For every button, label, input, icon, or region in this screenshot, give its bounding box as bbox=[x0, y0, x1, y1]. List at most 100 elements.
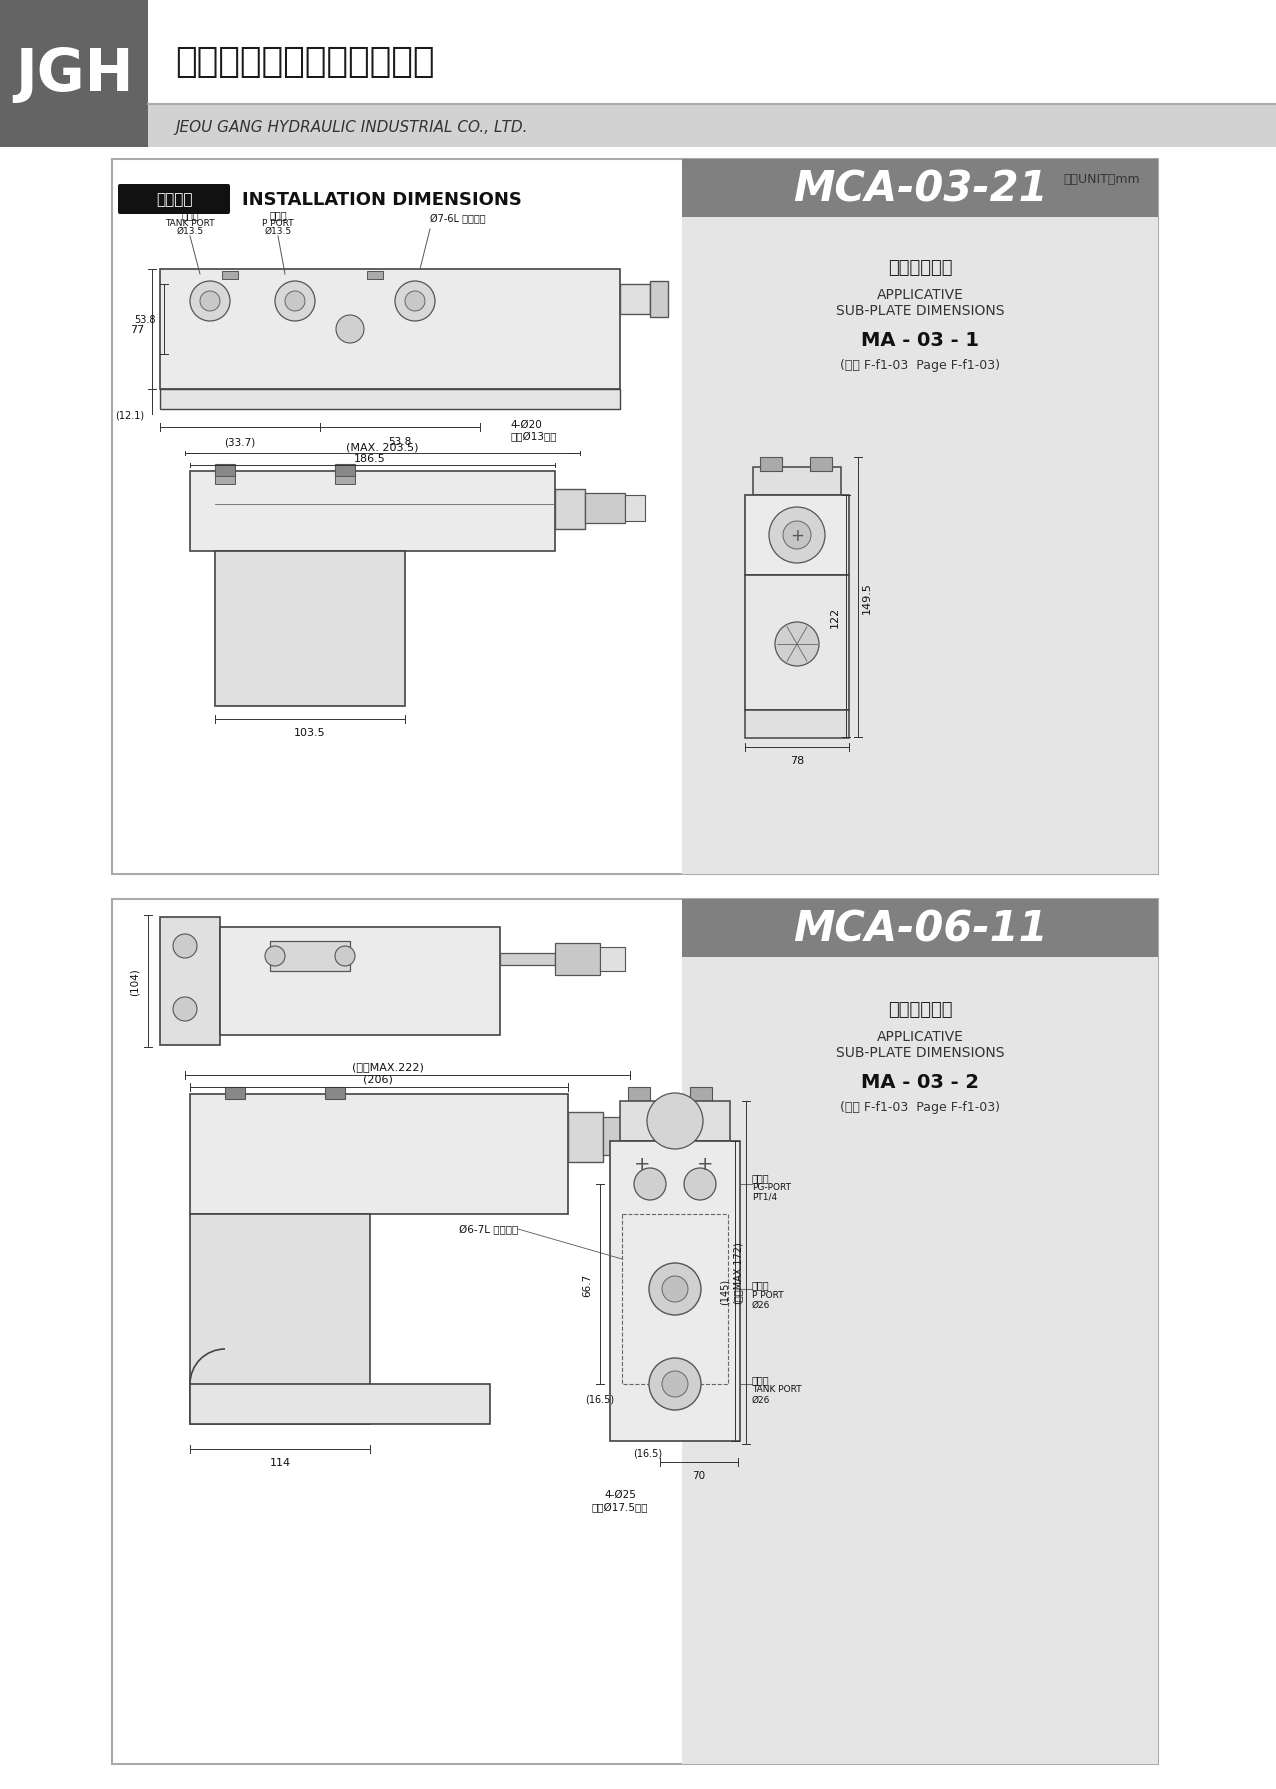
Text: 103.5: 103.5 bbox=[295, 728, 325, 737]
Bar bbox=[760, 458, 782, 472]
Bar bbox=[0, 0, 148, 148]
Bar bbox=[681, 159, 1159, 218]
Text: 久岡油壓工業股份有限公司: 久岡油壓工業股份有限公司 bbox=[175, 45, 435, 79]
Bar bbox=[555, 943, 600, 975]
Circle shape bbox=[649, 1358, 701, 1410]
Bar bbox=[336, 465, 355, 476]
Bar bbox=[681, 900, 1159, 957]
Text: 186.5: 186.5 bbox=[355, 454, 385, 463]
Text: TANK PORT: TANK PORT bbox=[752, 1385, 801, 1394]
Bar bbox=[160, 918, 219, 1045]
Text: 53.8: 53.8 bbox=[388, 437, 412, 447]
Bar bbox=[214, 551, 404, 707]
Bar bbox=[681, 900, 1159, 1764]
Text: 單位UNIT：mm: 單位UNIT：mm bbox=[1063, 174, 1139, 186]
Bar bbox=[555, 490, 584, 530]
Text: APPLICATIVE: APPLICATIVE bbox=[877, 1029, 963, 1043]
Text: 下孔Ø13鸽通: 下孔Ø13鸽通 bbox=[510, 431, 556, 442]
Text: 70: 70 bbox=[693, 1471, 706, 1480]
Bar bbox=[148, 106, 1276, 148]
Text: 4-Ø25: 4-Ø25 bbox=[604, 1488, 635, 1499]
Bar bbox=[621, 1215, 729, 1385]
Bar bbox=[219, 927, 500, 1036]
Bar bbox=[745, 710, 849, 739]
Text: 149.5: 149.5 bbox=[863, 581, 872, 614]
Circle shape bbox=[662, 1276, 688, 1302]
Circle shape bbox=[190, 283, 230, 322]
Bar bbox=[584, 494, 625, 524]
Text: (206): (206) bbox=[364, 1073, 393, 1084]
Bar bbox=[336, 476, 355, 485]
Bar bbox=[214, 465, 235, 476]
Bar bbox=[190, 1215, 370, 1424]
Text: Ø13.5: Ø13.5 bbox=[176, 227, 204, 236]
Text: 壓力口: 壓力口 bbox=[269, 209, 287, 220]
Text: JGH: JGH bbox=[15, 45, 133, 102]
Circle shape bbox=[336, 946, 355, 966]
Bar bbox=[568, 1113, 604, 1163]
Text: (最大MAX.222): (最大MAX.222) bbox=[352, 1061, 424, 1072]
Circle shape bbox=[662, 1370, 688, 1397]
Bar bbox=[160, 270, 620, 390]
Bar bbox=[649, 283, 669, 318]
Text: 測壓口: 測壓口 bbox=[752, 1172, 769, 1183]
Bar bbox=[271, 941, 350, 971]
Text: PG-PORT: PG-PORT bbox=[752, 1183, 791, 1191]
Circle shape bbox=[396, 283, 435, 322]
Bar bbox=[625, 496, 644, 522]
Text: 通用底板尺寸: 通用底板尺寸 bbox=[888, 259, 952, 277]
Text: 77: 77 bbox=[130, 326, 144, 335]
Text: Ø6-7L 鎖固定孔: Ø6-7L 鎖固定孔 bbox=[459, 1224, 518, 1234]
Text: 回油口: 回油口 bbox=[181, 209, 199, 220]
Bar bbox=[500, 954, 555, 966]
Text: 4-Ø20: 4-Ø20 bbox=[510, 420, 542, 429]
Text: 下孔Ø17.5鸽通: 下孔Ø17.5鸽通 bbox=[592, 1503, 648, 1512]
Circle shape bbox=[265, 946, 285, 966]
Text: P PORT: P PORT bbox=[262, 218, 293, 227]
Circle shape bbox=[783, 522, 812, 549]
Bar bbox=[190, 1095, 568, 1215]
Circle shape bbox=[404, 292, 425, 311]
Text: 66.7: 66.7 bbox=[582, 1272, 592, 1295]
Bar bbox=[745, 496, 849, 576]
Text: Ø13.5: Ø13.5 bbox=[264, 227, 291, 236]
Bar bbox=[690, 1088, 712, 1102]
Text: (詳見 F-f1-03  Page F-f1-03): (詳見 F-f1-03 Page F-f1-03) bbox=[840, 1100, 1000, 1113]
Text: 78: 78 bbox=[790, 755, 804, 766]
Bar bbox=[620, 1102, 730, 1141]
Circle shape bbox=[285, 292, 305, 311]
Bar bbox=[810, 458, 832, 472]
Text: SUB-PLATE DIMENSIONS: SUB-PLATE DIMENSIONS bbox=[836, 1045, 1004, 1059]
Circle shape bbox=[684, 1168, 716, 1200]
Bar bbox=[753, 467, 841, 496]
Bar bbox=[325, 1088, 345, 1100]
Text: (12.1): (12.1) bbox=[115, 410, 144, 420]
Text: Ø7-6L 鎖固定孔: Ø7-6L 鎖固定孔 bbox=[430, 215, 486, 224]
Text: (16.5): (16.5) bbox=[633, 1447, 662, 1458]
Text: 53.8: 53.8 bbox=[134, 315, 156, 326]
Text: (詳見 F-f1-03  Page F-f1-03): (詳見 F-f1-03 Page F-f1-03) bbox=[840, 358, 1000, 372]
Bar bbox=[628, 1088, 649, 1102]
Text: 122: 122 bbox=[829, 606, 840, 628]
Bar bbox=[745, 576, 849, 710]
Bar bbox=[160, 390, 620, 410]
Bar bbox=[367, 272, 383, 279]
Circle shape bbox=[336, 317, 364, 343]
Circle shape bbox=[634, 1168, 666, 1200]
Bar bbox=[225, 1088, 245, 1100]
Circle shape bbox=[200, 292, 219, 311]
Bar bbox=[190, 472, 555, 551]
Bar bbox=[610, 1141, 740, 1442]
Circle shape bbox=[174, 934, 197, 959]
Circle shape bbox=[649, 1263, 701, 1315]
Text: (16.5): (16.5) bbox=[586, 1394, 615, 1404]
Text: Ø26: Ø26 bbox=[752, 1301, 771, 1310]
Circle shape bbox=[647, 1093, 703, 1149]
Text: MA - 03 - 2: MA - 03 - 2 bbox=[861, 1072, 979, 1091]
Bar bbox=[112, 900, 1159, 1764]
Text: APPLICATIVE: APPLICATIVE bbox=[877, 288, 963, 302]
FancyBboxPatch shape bbox=[117, 184, 230, 215]
Circle shape bbox=[769, 508, 826, 564]
Text: TANK PORT: TANK PORT bbox=[165, 218, 214, 227]
Text: (145): (145) bbox=[720, 1277, 730, 1304]
